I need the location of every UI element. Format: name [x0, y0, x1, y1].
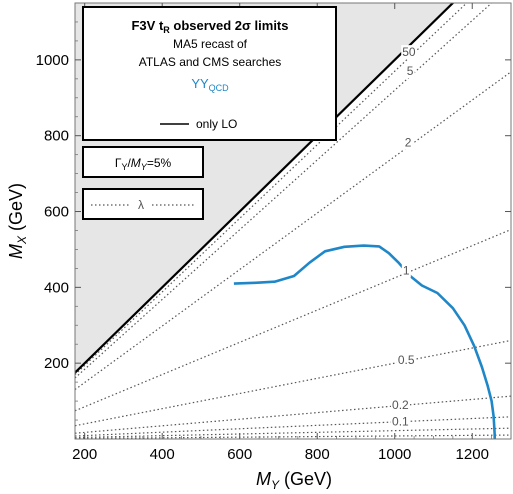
- lambda-line: [75, 3, 468, 376]
- lambda-labels: 50 5 2 1 0.5 0.2 0.1: [391, 45, 417, 429]
- lambda-label-bg: [396, 352, 416, 367]
- x-tick-label: 200: [72, 446, 97, 463]
- lambda-label-bg: [405, 64, 415, 79]
- lambda-line-label: 5: [407, 64, 414, 78]
- width-box-label: ΓY/MY=5%: [115, 156, 172, 172]
- lambda-line-label: 0.2: [392, 398, 409, 412]
- lambda-label-bg: [401, 263, 411, 278]
- x-tick-label: 600: [227, 446, 252, 463]
- plot-frame: [74, 2, 512, 440]
- legend-series-label: YYQCD: [191, 76, 229, 93]
- lambda-box-label: λ: [138, 198, 144, 212]
- y-tick-label: 1000: [36, 52, 69, 69]
- lambda-line: [75, 3, 493, 379]
- x-tick-label: 1000: [378, 446, 411, 463]
- width-box: ΓY/MY=5%: [82, 146, 204, 178]
- legend-box: F3V tR observed 2σ limits MA5 recast of …: [82, 6, 337, 141]
- x-axis-title: MY (GeV): [256, 469, 332, 492]
- lambda-line: [75, 416, 511, 437]
- diagonal-line: [75, 3, 455, 374]
- y-axis-ticks: 200 400 600 800 1000: [36, 2, 511, 421]
- lambda-label-bg: [391, 398, 411, 413]
- x-tick-label: 1200: [456, 446, 489, 463]
- y-tick-label: 200: [44, 355, 69, 372]
- lambda-line-label: 1: [403, 264, 410, 278]
- legend-subtitle-2: ATLAS and CMS searches: [139, 55, 282, 69]
- y-tick-label: 800: [44, 128, 69, 145]
- limit-curve: [233, 244, 496, 439]
- lambda-line-label: 0.1: [392, 414, 409, 428]
- lambda-line: [75, 395, 511, 434]
- lambda-label-bg: [401, 45, 417, 60]
- lambda-line: [75, 427, 511, 439]
- x-axis-ticks: 200 400 600 800 1000 1200: [72, 3, 512, 463]
- legend-subtitle-1: MA5 recast of: [173, 37, 248, 51]
- lambda-label-bg: [391, 414, 411, 429]
- lambda-line-label: 2: [405, 135, 412, 149]
- lambda-line-label: 50: [402, 45, 416, 59]
- y-tick-label: 600: [44, 204, 69, 221]
- lambda-box: λ: [82, 188, 204, 220]
- lambda-line-label: 0.5: [398, 353, 415, 367]
- x-tick-label: 800: [305, 446, 330, 463]
- x-tick-label: 400: [150, 446, 175, 463]
- lambda-label-bg: [403, 135, 413, 150]
- y-tick-label: 400: [44, 279, 69, 296]
- lambda-line: [75, 434, 511, 439]
- legend-lo-label: only LO: [196, 117, 237, 131]
- legend-title: F3V tR observed 2σ limits: [131, 18, 288, 35]
- y-axis-title: MX (GeV): [6, 183, 29, 259]
- lambda-lines: [75, 3, 511, 439]
- lambda-line: [75, 228, 511, 412]
